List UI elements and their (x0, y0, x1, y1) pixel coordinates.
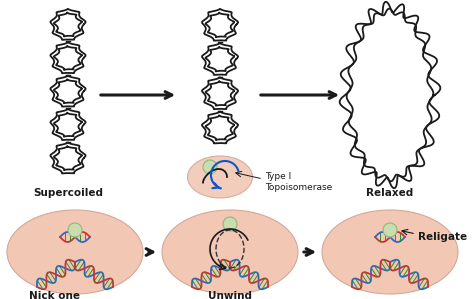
Circle shape (383, 223, 397, 237)
Text: Unwind: Unwind (208, 291, 252, 299)
Ellipse shape (162, 210, 298, 294)
Text: Relaxed: Relaxed (366, 188, 414, 198)
Ellipse shape (7, 210, 143, 294)
Text: Nick one
strand: Nick one strand (29, 291, 81, 299)
Ellipse shape (188, 156, 253, 198)
Text: Supercoiled: Supercoiled (33, 188, 103, 198)
Text: Religate: Religate (418, 232, 467, 242)
Text: Type I
Topoisomerase: Type I Topoisomerase (265, 172, 332, 192)
Circle shape (223, 217, 237, 231)
Circle shape (68, 223, 82, 237)
Circle shape (203, 160, 217, 174)
Ellipse shape (322, 210, 458, 294)
